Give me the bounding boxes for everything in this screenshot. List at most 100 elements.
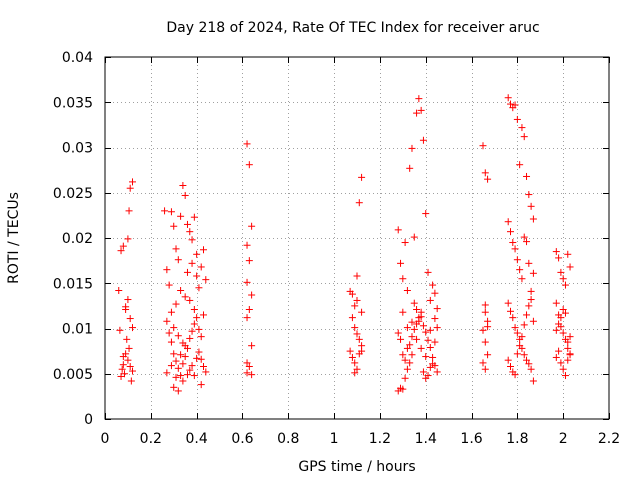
data-point xyxy=(397,335,405,343)
data-point xyxy=(552,248,560,256)
data-point xyxy=(195,325,203,333)
data-point xyxy=(195,284,203,292)
axis-ticks xyxy=(105,57,610,420)
data-point xyxy=(555,320,563,328)
data-point xyxy=(406,341,414,349)
y-tick-label: 0.005 xyxy=(53,367,93,383)
data-point xyxy=(181,293,189,301)
data-point xyxy=(504,94,512,102)
data-point xyxy=(481,338,489,346)
data-point xyxy=(520,321,528,329)
data-point xyxy=(172,357,180,365)
data-point xyxy=(197,333,205,341)
data-point xyxy=(557,268,565,276)
data-point xyxy=(433,368,441,376)
data-point xyxy=(529,269,537,277)
y-tick-label: 0.01 xyxy=(62,322,93,338)
data-point xyxy=(399,308,407,316)
data-point xyxy=(424,372,432,380)
data-point xyxy=(179,182,187,190)
data-point xyxy=(413,335,421,343)
data-point xyxy=(167,308,175,316)
data-point xyxy=(119,361,127,369)
x-tick-label: 1.2 xyxy=(369,431,391,447)
data-point xyxy=(248,222,256,230)
y-tick-label: 0.035 xyxy=(53,95,93,111)
data-point xyxy=(506,228,514,236)
y-axis-label: ROTI / TECUs xyxy=(6,192,22,284)
data-point xyxy=(479,359,487,367)
data-point xyxy=(513,256,521,264)
data-point xyxy=(351,302,359,310)
grid-lines xyxy=(105,57,609,419)
data-point xyxy=(116,326,124,334)
data-point xyxy=(243,369,251,377)
data-point xyxy=(516,266,524,274)
data-point xyxy=(353,272,361,280)
data-point xyxy=(170,222,178,230)
data-point xyxy=(527,202,535,210)
data-point xyxy=(403,286,411,294)
data-point xyxy=(403,344,411,352)
data-point xyxy=(243,241,251,249)
data-point xyxy=(355,350,363,358)
data-point xyxy=(410,233,418,241)
x-tick-label: 0.6 xyxy=(231,431,253,447)
x-tick-label: 1.8 xyxy=(506,431,528,447)
data-point xyxy=(358,308,366,316)
data-point xyxy=(355,199,363,207)
data-point xyxy=(202,368,210,376)
data-point xyxy=(518,275,526,283)
data-point xyxy=(552,326,560,334)
data-point xyxy=(183,371,191,379)
data-point xyxy=(186,366,194,374)
data-point xyxy=(197,381,205,389)
data-point xyxy=(248,371,256,379)
y-tick-labels: 0 0.005 0.01 0.015 0.02 0.025 0.03 0.035 0.04 xyxy=(53,50,93,428)
x-tick-label: 0.4 xyxy=(186,431,208,447)
data-point xyxy=(426,296,434,304)
data-point xyxy=(513,350,521,358)
data-point xyxy=(190,213,198,221)
data-point xyxy=(197,263,205,271)
data-point xyxy=(351,359,359,367)
data-point xyxy=(429,281,437,289)
data-point xyxy=(177,286,185,294)
data-point xyxy=(353,296,361,304)
data-point xyxy=(419,368,427,376)
data-point xyxy=(557,314,565,322)
data-point xyxy=(163,369,171,377)
data-point xyxy=(245,257,253,265)
data-point xyxy=(172,300,180,308)
data-point xyxy=(410,325,418,333)
data-point xyxy=(188,259,196,267)
data-point xyxy=(165,281,173,289)
data-point xyxy=(513,329,521,337)
data-point xyxy=(525,191,533,199)
data-point xyxy=(525,259,533,267)
data-point xyxy=(520,351,528,359)
data-point xyxy=(170,383,178,391)
data-point xyxy=(200,363,208,371)
data-point xyxy=(401,374,409,382)
y-tick-label: 0.015 xyxy=(53,276,93,292)
data-point xyxy=(200,311,208,319)
data-point xyxy=(479,142,487,150)
data-point xyxy=(559,365,567,373)
data-point xyxy=(167,362,175,370)
data-point xyxy=(193,314,201,322)
data-point xyxy=(415,317,423,325)
data-point xyxy=(128,178,136,186)
data-point xyxy=(566,350,574,358)
data-point xyxy=(167,338,175,346)
data-point xyxy=(506,100,514,108)
data-point xyxy=(419,322,427,330)
y-tick-label: 0.03 xyxy=(62,141,93,157)
data-point xyxy=(126,184,134,192)
y-tick-label: 0.025 xyxy=(53,186,93,202)
data-point xyxy=(433,324,441,332)
data-point xyxy=(122,350,130,358)
data-point xyxy=(188,362,196,370)
data-point xyxy=(183,268,191,276)
